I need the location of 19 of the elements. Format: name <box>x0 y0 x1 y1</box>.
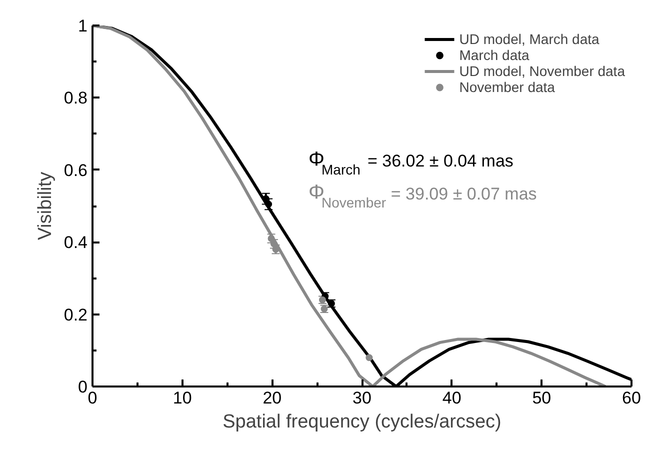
legend-label: UD model, November data <box>459 63 625 79</box>
y-tick-label: 0.4 <box>64 233 88 252</box>
point <box>265 200 272 208</box>
y-tick-label: 0.6 <box>64 160 88 180</box>
x-tick-label: 10 <box>172 388 192 408</box>
y-axis-title: Visibility <box>34 171 56 240</box>
legend-label: UD model, March data <box>459 31 600 47</box>
legend-label: March data <box>459 47 530 63</box>
x-tick-label: 60 <box>622 388 641 408</box>
y-tick-label: 0.2 <box>64 305 88 324</box>
x-tick-label: 40 <box>442 388 462 408</box>
y-tick-label: 0.8 <box>64 88 88 108</box>
point <box>366 354 373 362</box>
x-tick-label: 20 <box>262 388 282 408</box>
x-tick-label: 50 <box>532 388 552 408</box>
legend-label: November data <box>459 79 555 95</box>
x-axis-title: Spatial frequency (cycles/arcsec) <box>222 412 502 432</box>
y-tick-label: 1 <box>78 16 88 36</box>
x-tick-label: 30 <box>352 388 372 408</box>
